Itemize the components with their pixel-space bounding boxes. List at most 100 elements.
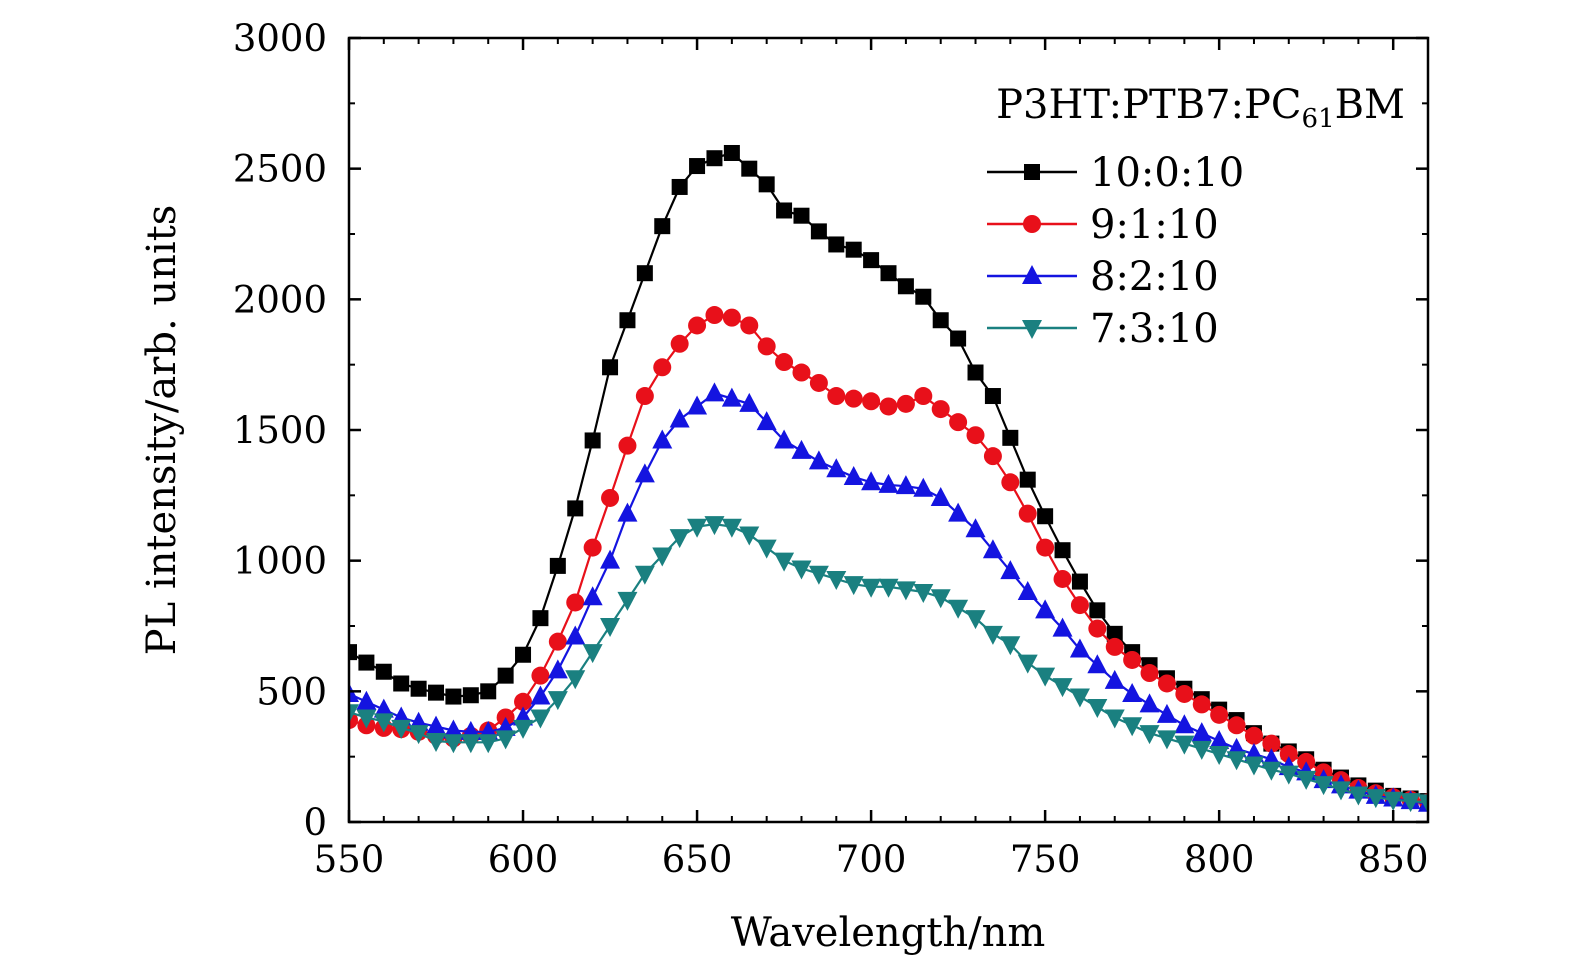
data-point	[843, 576, 864, 596]
data-point	[1383, 791, 1404, 811]
data-point	[547, 659, 568, 679]
data-point	[932, 312, 949, 329]
data-point	[878, 578, 899, 598]
data-point	[965, 610, 986, 630]
data-point	[948, 502, 969, 522]
data-point	[617, 502, 638, 522]
legend-label: 10:0:10	[1090, 150, 1244, 196]
y-tick-label: 500	[256, 670, 327, 713]
data-point	[791, 439, 812, 459]
data-point	[652, 547, 673, 567]
data-point	[497, 667, 514, 684]
data-point	[1226, 751, 1247, 771]
data-point	[1122, 682, 1143, 702]
data-point	[826, 570, 847, 590]
data-point	[1279, 745, 1298, 764]
data-point	[600, 618, 621, 637]
data-point	[514, 692, 533, 711]
data-point	[1210, 705, 1229, 724]
data-point	[721, 518, 742, 538]
data-point	[601, 488, 620, 507]
data-point	[1104, 709, 1125, 729]
data-point	[462, 687, 479, 704]
data-point	[826, 458, 847, 478]
data-point	[1035, 599, 1056, 619]
data-point	[634, 565, 655, 585]
data-point	[722, 308, 741, 327]
data-point	[982, 539, 1003, 559]
data-point	[775, 353, 794, 372]
data-point	[495, 730, 516, 750]
x-axis-label: Wavelength/nm	[731, 910, 1046, 956]
data-point	[617, 591, 638, 611]
data-point	[549, 557, 566, 574]
data-point	[1071, 573, 1088, 590]
data-point	[1313, 776, 1334, 796]
data-point	[1400, 793, 1421, 813]
data-point	[704, 516, 725, 536]
y-tick-label: 0	[303, 801, 327, 844]
data-point	[739, 392, 760, 412]
data-point	[844, 389, 863, 408]
data-point	[930, 589, 951, 609]
data-point	[618, 436, 637, 455]
legend-label: 9:1:10	[1090, 202, 1219, 248]
data-point	[1054, 542, 1071, 559]
data-point	[704, 382, 725, 402]
data-point	[687, 518, 708, 538]
data-point	[965, 518, 986, 538]
data-point	[861, 578, 882, 598]
data-point	[478, 734, 499, 754]
data-point	[652, 429, 673, 449]
data-point	[669, 408, 690, 428]
data-point	[1069, 688, 1090, 708]
data-point	[1002, 429, 1019, 446]
data-point	[1191, 722, 1212, 742]
data-point	[567, 500, 584, 517]
data-point	[445, 688, 462, 705]
data-point	[1106, 625, 1123, 642]
x-tick-label: 850	[1358, 838, 1429, 881]
data-point	[670, 334, 689, 353]
data-point	[845, 241, 862, 258]
data-point	[1088, 619, 1107, 638]
data-point	[756, 539, 777, 559]
data-point	[861, 471, 882, 491]
data-point	[688, 316, 707, 335]
data-point	[602, 359, 619, 376]
legend-marker	[1022, 265, 1042, 284]
x-tick-label: 550	[314, 838, 385, 881]
data-point	[739, 526, 760, 546]
data-point	[1227, 716, 1246, 735]
data-point	[1089, 602, 1106, 619]
data-point	[1017, 654, 1038, 674]
data-point	[1037, 508, 1054, 525]
plot-area	[349, 144, 1428, 814]
y-tick-label: 2000	[233, 278, 327, 321]
x-tick-label: 750	[1010, 838, 1081, 881]
data-point	[530, 685, 551, 705]
data-point	[443, 719, 464, 739]
data-point	[1139, 693, 1160, 713]
data-point	[808, 565, 829, 585]
data-point	[565, 625, 586, 645]
legend-entry: 7:3:10	[987, 306, 1219, 352]
data-point	[756, 411, 777, 431]
legend-label: 8:2:10	[1090, 254, 1219, 300]
legend-entry: 8:2:10	[987, 254, 1219, 300]
data-point	[740, 316, 759, 335]
legend-label: 7:3:10	[1090, 306, 1219, 352]
legend-title-main: P3HT:PTB7:PC	[996, 82, 1301, 128]
data-point	[635, 387, 654, 406]
data-point	[1157, 674, 1176, 693]
y-axis-label: PL intensity/arb. units	[139, 205, 185, 656]
data-point	[443, 734, 464, 754]
data-point	[393, 675, 410, 692]
data-point	[1174, 714, 1195, 734]
data-point	[843, 466, 864, 486]
data-point	[950, 330, 967, 347]
data-point	[1018, 504, 1037, 523]
data-point	[913, 477, 934, 497]
data-point	[583, 538, 602, 557]
